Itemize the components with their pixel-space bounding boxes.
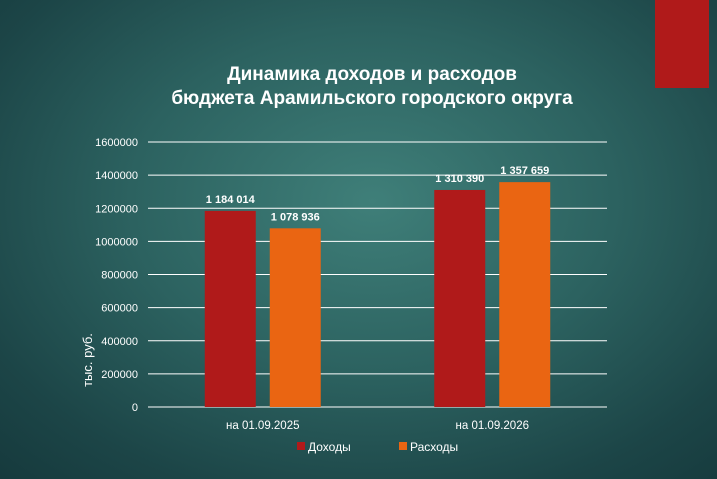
category-label-2: на 01.09.2026 xyxy=(456,420,530,432)
data-label-1-1: 1 184 014 xyxy=(206,194,256,206)
legend-label-2: Расходы xyxy=(410,440,458,454)
y-axis-title: тыс. руб. xyxy=(80,333,95,387)
y-tick-label-3: 600000 xyxy=(101,303,138,315)
legend-label-1: Доходы xyxy=(308,440,351,454)
chart-title-line-1: Динамика доходов и расходов xyxy=(227,64,517,85)
data-label-2-1: 1 078 936 xyxy=(271,211,320,223)
legend-swatch-1 xyxy=(297,442,305,450)
y-tick-label-2: 400000 xyxy=(101,336,138,348)
y-tick-label-8: 1600000 xyxy=(95,137,138,149)
data-labels: 1 184 014 1 078 936 1 310 390 1 357 659 xyxy=(206,165,549,223)
y-tick-labels: 0 200000 400000 600000 800000 1000000 1200000 1… xyxy=(95,137,138,414)
y-tick-label-0: 0 xyxy=(132,402,138,414)
bar-2-1 xyxy=(269,228,321,407)
bar-2-2 xyxy=(499,182,551,407)
category-label-1: на 01.09.2025 xyxy=(226,420,300,432)
legend-swatch-2 xyxy=(399,442,407,450)
y-tick-label-6: 1200000 xyxy=(95,203,138,215)
bars xyxy=(204,182,551,407)
y-tick-label-1: 200000 xyxy=(101,369,138,381)
y-tick-label-5: 1000000 xyxy=(95,236,138,248)
chart-title-line-2: бюджета Арамильского городского округа xyxy=(171,88,573,109)
data-label-1-2: 1 310 390 xyxy=(435,173,484,185)
bar-1-1 xyxy=(204,210,256,407)
category-labels: на 01.09.2025 на 01.09.2026 xyxy=(226,420,529,432)
legend: Доходы Расходы xyxy=(297,440,458,454)
corner-accent-tab xyxy=(655,0,709,88)
data-label-2-2: 1 357 659 xyxy=(500,165,549,177)
y-tick-label-4: 800000 xyxy=(101,270,138,282)
y-tick-label-7: 1400000 xyxy=(95,170,138,182)
bar-1-2 xyxy=(434,189,486,407)
